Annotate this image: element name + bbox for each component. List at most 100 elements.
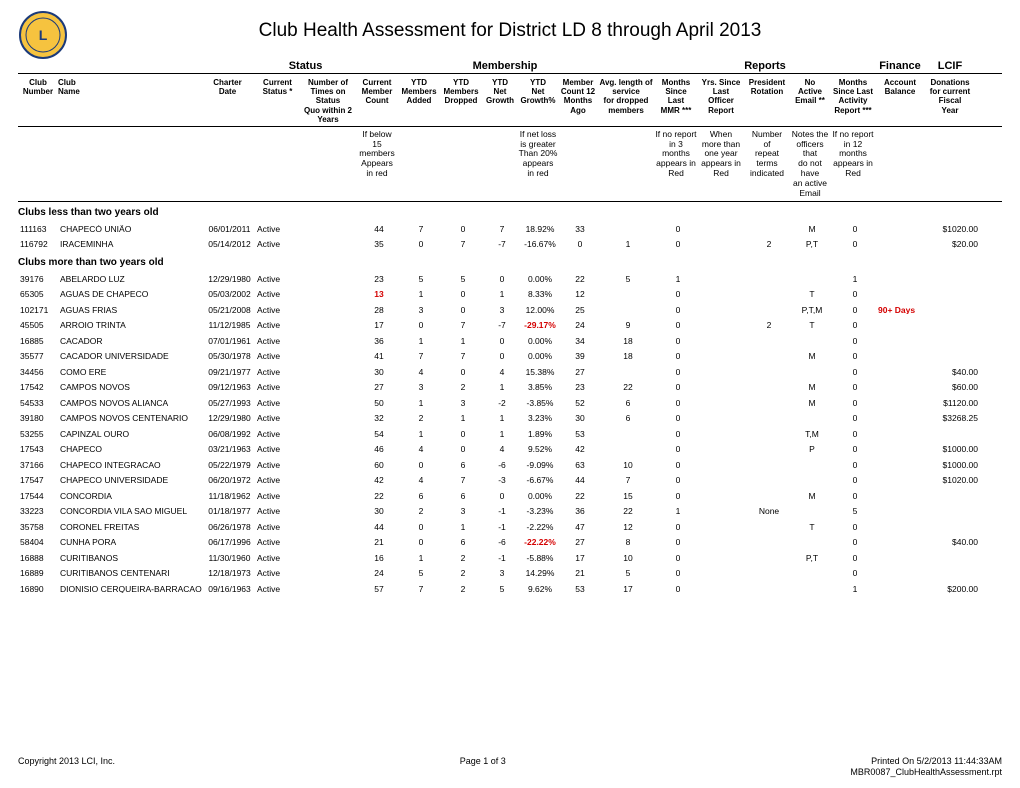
cell-add: 0 — [400, 321, 442, 330]
cell-act: 0 — [832, 538, 878, 547]
ch-noemail: No Active Email ** — [790, 78, 830, 124]
cell-num: 65305 — [18, 290, 60, 299]
cell-acct: 90+ Days — [878, 306, 926, 315]
cell-charter: 11/30/1960 — [202, 554, 257, 563]
cell-add: 4 — [400, 476, 442, 485]
hdr-finance: Finance — [876, 60, 924, 72]
cell-mc: 21 — [358, 538, 400, 547]
table-row: 17542CAMPOS NOVOS09/12/1963Active273213.… — [18, 380, 1002, 396]
ch-status: Current Status * — [255, 78, 300, 124]
cell-mc: 30 — [358, 368, 400, 377]
cell-status: Active — [257, 225, 302, 234]
cell-act: 0 — [832, 225, 878, 234]
cell-name: CUNHA PORA — [60, 538, 202, 547]
cell-add: 0 — [400, 523, 442, 532]
cell-net: 1 — [484, 414, 520, 423]
cell-c12: 53 — [560, 585, 600, 594]
cell-num: 111163 — [18, 225, 60, 234]
section-heading: Clubs less than two years old — [18, 202, 1002, 221]
cell-add: 1 — [400, 399, 442, 408]
cell-act: 1 — [832, 275, 878, 284]
cell-net: 1 — [484, 290, 520, 299]
table-row: 16888CURITIBANOS11/30/1960Active1612-1-5… — [18, 550, 1002, 566]
cell-act: 0 — [832, 523, 878, 532]
cell-act: 0 — [832, 368, 878, 377]
cell-pct: -22.22% — [520, 538, 560, 547]
cell-net: -1 — [484, 507, 520, 516]
cell-net: 0 — [484, 275, 520, 284]
table-row: 65305AGUAS DE CHAPECO05/03/2002Active131… — [18, 287, 1002, 303]
cell-add: 7 — [400, 585, 442, 594]
ch-acct: Account Balance — [876, 78, 924, 124]
cell-act: 0 — [832, 383, 878, 392]
cell-status: Active — [257, 461, 302, 470]
cell-net: -7 — [484, 240, 520, 249]
cell-pct: 3.85% — [520, 383, 560, 392]
cell-num: 116792 — [18, 240, 60, 249]
cell-charter: 09/21/1977 — [202, 368, 257, 377]
cell-mc: 30 — [358, 507, 400, 516]
cell-status: Active — [257, 554, 302, 563]
table-row: 17547CHAPECO UNIVERSIDADE06/20/1972Activ… — [18, 473, 1002, 489]
note-officer: When more than one year appears in Red — [698, 130, 744, 198]
cell-num: 35577 — [18, 352, 60, 361]
cell-mc: 24 — [358, 569, 400, 578]
table-row: 102171AGUAS FRIAS05/21/2008Active2830312… — [18, 302, 1002, 318]
cell-drop: 0 — [442, 445, 484, 454]
cell-num: 16885 — [18, 337, 60, 346]
footer-printed: Printed On 5/2/2013 11:44:33AM — [871, 756, 1002, 766]
cell-status: Active — [257, 538, 302, 547]
cell-num: 17547 — [18, 476, 60, 485]
ch-avglen: Avg. length of service for dropped membe… — [598, 78, 654, 124]
cell-net: -6 — [484, 461, 520, 470]
page-footer: Copyright 2013 LCI, Inc. Printed On 5/2/… — [18, 756, 1002, 778]
cell-add: 3 — [400, 383, 442, 392]
cell-email: P,T,M — [792, 306, 832, 315]
page-title: Club Health Assessment for District LD 8… — [18, 20, 1002, 42]
cell-lcif: $20.00 — [926, 240, 984, 249]
cell-drop: 0 — [442, 368, 484, 377]
cell-name: CAMPOS NOVOS CENTENARIO — [60, 414, 202, 423]
cell-drop: 7 — [442, 476, 484, 485]
ch-clubnum: Club Number — [18, 78, 58, 124]
cell-status: Active — [257, 240, 302, 249]
note-mmr: If no report in 3 months appears in Red — [654, 130, 698, 198]
cell-name: DIONISIO CERQUEIRA-BARRACAO — [60, 585, 202, 594]
cell-mmr: 0 — [656, 225, 700, 234]
cell-num: 16890 — [18, 585, 60, 594]
cell-status: Active — [257, 585, 302, 594]
cell-name: CACADOR UNIVERSIDADE — [60, 352, 202, 361]
cell-add: 2 — [400, 414, 442, 423]
table-row: 37166CHAPECO INTEGRACAO05/22/1979Active6… — [18, 457, 1002, 473]
cell-c12: 12 — [560, 290, 600, 299]
cell-mc: 27 — [358, 383, 400, 392]
cell-status: Active — [257, 306, 302, 315]
cell-status: Active — [257, 507, 302, 516]
hdr-membership: Membership — [356, 60, 654, 72]
table-row: 58404CUNHA PORA06/17/1996Active2106-6-22… — [18, 535, 1002, 551]
cell-net: 0 — [484, 492, 520, 501]
ch-memcount: Current Member Count — [356, 78, 398, 124]
cell-status: Active — [257, 321, 302, 330]
cell-name: CURITIBANOS CENTENARI — [60, 569, 202, 578]
cell-num: 45505 — [18, 321, 60, 330]
cell-net: -7 — [484, 321, 520, 330]
cell-charter: 06/26/1978 — [202, 523, 257, 532]
cell-charter: 11/18/1962 — [202, 492, 257, 501]
cell-charter: 07/01/1961 — [202, 337, 257, 346]
ch-quo: Number of Times on Status Quo within 2 Y… — [300, 78, 356, 124]
cell-lcif: $40.00 — [926, 538, 984, 547]
cell-net: -6 — [484, 538, 520, 547]
top-header-row: Status Membership Reports Finance LCIF — [18, 60, 1002, 74]
cell-status: Active — [257, 352, 302, 361]
cell-email: P — [792, 445, 832, 454]
cell-add: 4 — [400, 368, 442, 377]
cell-pct: 0.00% — [520, 275, 560, 284]
cell-mmr: 0 — [656, 445, 700, 454]
ch-lcif: Donations for current Fiscal Year — [924, 78, 976, 124]
cell-c12: 22 — [560, 492, 600, 501]
cell-lcif: $60.00 — [926, 383, 984, 392]
cell-lcif: $1020.00 — [926, 476, 984, 485]
cell-c12: 63 — [560, 461, 600, 470]
ch-growthpct: YTD Net Growth% — [518, 78, 558, 124]
